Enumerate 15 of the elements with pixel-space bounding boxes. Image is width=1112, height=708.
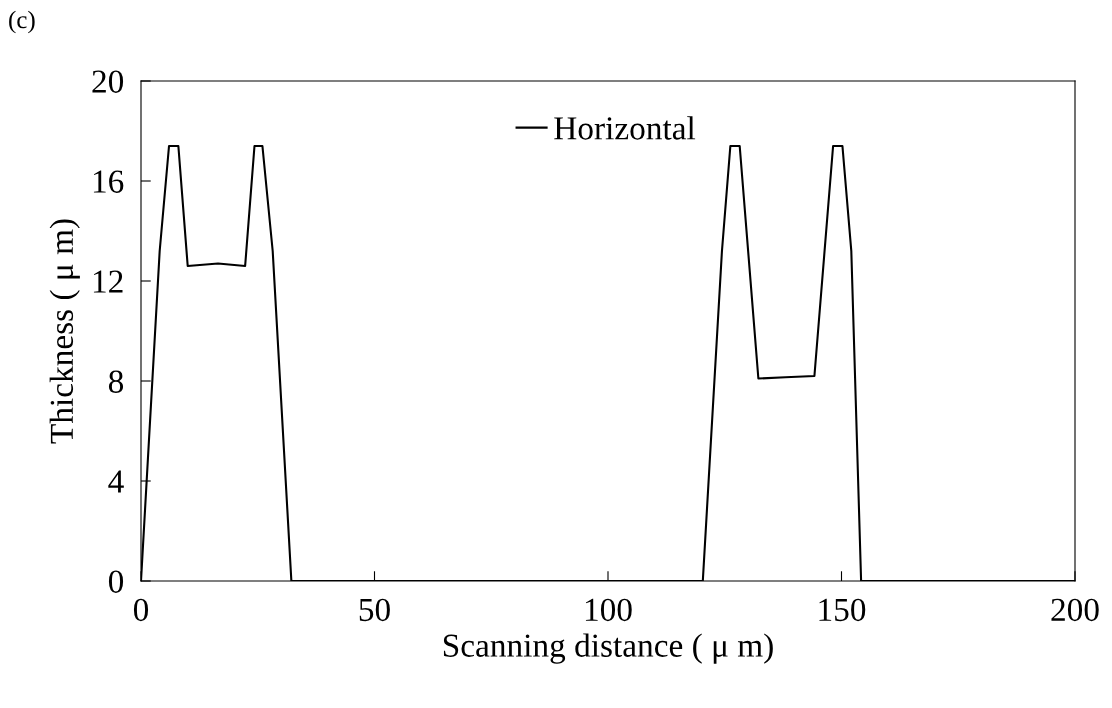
y-tick-label: 16 — [93, 170, 124, 193]
y-tick-label: 20 — [92, 70, 124, 93]
y-tick-label: 12 — [93, 270, 123, 293]
x-tick-label: 100 — [585, 598, 632, 622]
y-tick-label: 4 — [108, 470, 124, 493]
x-tick-label: 150 — [819, 598, 866, 622]
text: (c) — [9, 10, 35, 34]
y-tick-label: 8 — [108, 370, 124, 393]
x-tick-label: 50 — [359, 598, 390, 622]
x-axis-title: Scanning distance ( μ m) — [443, 633, 773, 664]
x-tick-label: 200 — [1051, 598, 1099, 622]
y-axis-title: Thickness ( μ m) — [49, 219, 80, 444]
x-tick-label: 0 — [133, 598, 149, 622]
y-tick-label: 0 — [108, 570, 124, 593]
legend-label: Horizontal — [554, 116, 696, 140]
